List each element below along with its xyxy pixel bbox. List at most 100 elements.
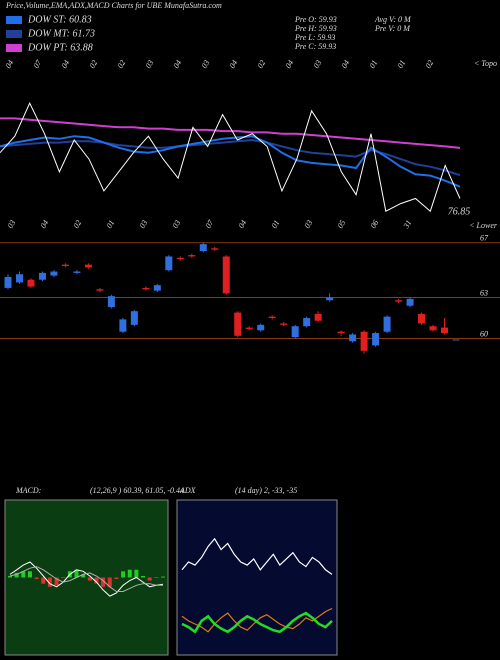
- info-label: Pre C: 59.93: [294, 42, 336, 51]
- candle-body: [280, 323, 288, 325]
- histogram-bar: [94, 577, 99, 584]
- date-label: 04: [60, 58, 72, 69]
- date-label: 02: [116, 58, 128, 69]
- candle-body: [337, 331, 345, 334]
- histogram-bar: [27, 571, 32, 578]
- date-label: 02: [424, 58, 436, 69]
- series-line: [181, 611, 333, 634]
- candle-body: [15, 274, 23, 283]
- date-label: 01: [396, 58, 408, 69]
- date-label: 01: [105, 218, 117, 229]
- date-label: 02: [256, 58, 268, 69]
- legend-label: DOW ST: 60.83: [27, 14, 92, 25]
- candle-body: [165, 256, 173, 271]
- histogram-bar: [107, 577, 112, 587]
- candle-body: [303, 318, 311, 327]
- histogram-bar: [114, 577, 119, 580]
- candle-body: [349, 334, 357, 342]
- histogram-bar: [47, 577, 52, 587]
- candle-body: [153, 285, 161, 291]
- side-label: < Topo: [474, 59, 497, 68]
- histogram-bar: [54, 577, 59, 586]
- macd-title: MACD:: [15, 486, 42, 495]
- legend-swatch: [6, 16, 22, 24]
- date-label: 04: [172, 58, 184, 69]
- date-label: 06: [369, 218, 381, 229]
- candle-body: [326, 297, 334, 301]
- candle-body: [4, 276, 12, 288]
- candle-body: [176, 257, 184, 260]
- date-label: 04: [284, 58, 296, 69]
- annotation: 76.85: [448, 206, 471, 217]
- series-line: [0, 135, 461, 188]
- date-label: 03: [312, 58, 324, 69]
- histogram-bar: [121, 571, 126, 578]
- candle-body: [383, 316, 391, 332]
- legend-label: DOW MT: 61.73: [27, 28, 95, 39]
- adx-title: ADX: [179, 486, 197, 495]
- candle-body: [257, 324, 265, 331]
- histogram-bar: [161, 576, 165, 578]
- series-line: [0, 138, 461, 177]
- histogram-bar: [21, 571, 26, 578]
- date-label: 02: [88, 58, 100, 69]
- date-label: 03: [138, 218, 150, 229]
- date-label: 03: [303, 218, 315, 229]
- date-label: 04: [228, 58, 240, 69]
- histogram-bar: [134, 569, 139, 578]
- histogram-bar: [141, 575, 146, 578]
- candle-body: [360, 331, 368, 351]
- series-line: [181, 537, 333, 575]
- date-label: 01: [368, 58, 380, 69]
- candle-body: [291, 326, 299, 338]
- candle-body: [96, 289, 104, 291]
- histogram-bar: [74, 569, 79, 578]
- histogram-bar: [147, 577, 152, 581]
- series-line: [0, 117, 461, 149]
- info-label: Pre L: 59.93: [294, 33, 335, 42]
- side-label: < Lower: [469, 221, 498, 230]
- candle-body: [38, 272, 46, 280]
- candle-body: [314, 313, 322, 321]
- adx-subtitle: (14 day) 2, -33, -35: [235, 486, 297, 495]
- histogram-bar: [87, 577, 92, 581]
- date-label: 04: [237, 218, 249, 229]
- histogram-bar: [154, 577, 159, 578]
- date-label: 05: [336, 218, 348, 229]
- date-label: 03: [171, 218, 183, 229]
- candle-body: [452, 339, 460, 341]
- date-label: 03: [144, 58, 156, 69]
- candle-body: [142, 287, 150, 290]
- candle-body: [234, 312, 242, 336]
- candle-body: [268, 316, 276, 319]
- histogram-bar: [81, 574, 86, 578]
- candle-body: [211, 248, 219, 250]
- date-label: 04: [39, 218, 51, 229]
- histogram-bar: [8, 575, 12, 578]
- candle-body: [441, 327, 449, 334]
- candle-body: [245, 327, 253, 329]
- candle-body: [107, 296, 115, 308]
- candle-body: [395, 300, 403, 302]
- date-label: 04: [4, 58, 16, 69]
- chart-title: Price,Volume,EMA,ADX,MACD Charts for UBE…: [5, 1, 222, 10]
- candle-body: [429, 326, 437, 331]
- macd-subtitle: (12,26,9 ) 60.39, 61.05, -0.44: [90, 486, 184, 495]
- histogram-bar: [127, 569, 132, 578]
- candle-body: [372, 333, 380, 346]
- histogram-bar: [14, 572, 19, 578]
- candle-body: [406, 298, 414, 306]
- candle-body: [199, 244, 207, 251]
- info-label: Pre O: 59.93: [294, 15, 337, 24]
- legend-swatch: [6, 44, 22, 52]
- info-label: Pre V: 0 M: [374, 24, 411, 33]
- candle-body: [188, 255, 196, 257]
- histogram-bar: [34, 577, 39, 580]
- candle-body: [222, 256, 230, 294]
- candle-body: [119, 319, 127, 332]
- candle-body: [73, 271, 81, 273]
- series-line: [0, 102, 461, 213]
- candle-body: [84, 264, 92, 268]
- candle-body: [27, 279, 35, 287]
